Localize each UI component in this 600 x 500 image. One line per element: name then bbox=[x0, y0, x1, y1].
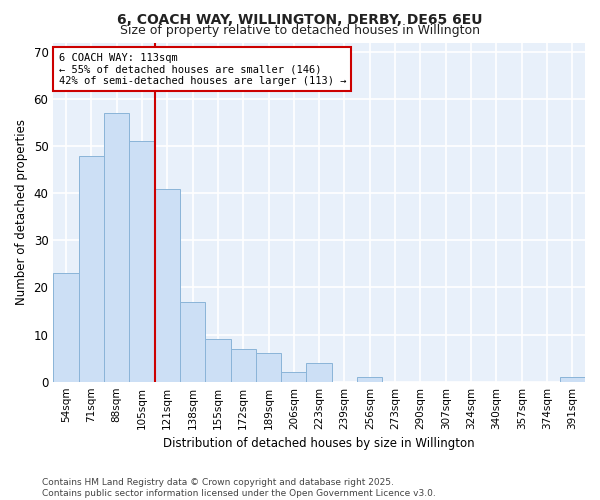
Bar bbox=[560, 377, 585, 382]
Bar bbox=[104, 113, 129, 382]
Bar bbox=[129, 142, 155, 382]
Bar bbox=[307, 363, 332, 382]
Bar bbox=[256, 354, 281, 382]
Y-axis label: Number of detached properties: Number of detached properties bbox=[15, 119, 28, 305]
Text: Contains HM Land Registry data © Crown copyright and database right 2025.
Contai: Contains HM Land Registry data © Crown c… bbox=[42, 478, 436, 498]
X-axis label: Distribution of detached houses by size in Willington: Distribution of detached houses by size … bbox=[163, 437, 475, 450]
Bar bbox=[180, 302, 205, 382]
Bar bbox=[53, 274, 79, 382]
Bar bbox=[281, 372, 307, 382]
Bar bbox=[230, 348, 256, 382]
Text: 6, COACH WAY, WILLINGTON, DERBY, DE65 6EU: 6, COACH WAY, WILLINGTON, DERBY, DE65 6E… bbox=[117, 12, 483, 26]
Bar bbox=[79, 156, 104, 382]
Bar bbox=[155, 188, 180, 382]
Bar bbox=[205, 340, 230, 382]
Text: Size of property relative to detached houses in Willington: Size of property relative to detached ho… bbox=[120, 24, 480, 37]
Bar bbox=[357, 377, 382, 382]
Text: 6 COACH WAY: 113sqm
← 55% of detached houses are smaller (146)
42% of semi-detac: 6 COACH WAY: 113sqm ← 55% of detached ho… bbox=[59, 52, 346, 86]
